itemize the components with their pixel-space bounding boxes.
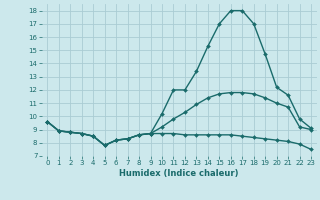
X-axis label: Humidex (Indice chaleur): Humidex (Indice chaleur) [119,169,239,178]
